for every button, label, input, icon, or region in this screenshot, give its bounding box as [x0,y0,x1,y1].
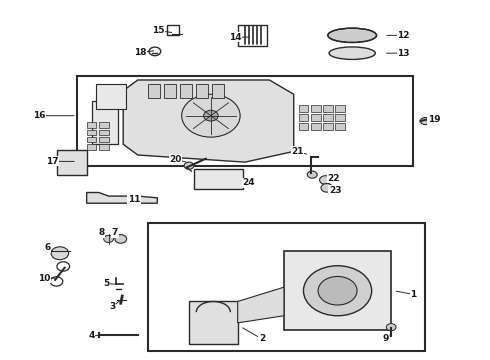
Bar [164,84,176,98]
Bar [99,122,109,128]
Bar [77,76,413,166]
Text: 19: 19 [428,116,441,125]
Polygon shape [238,287,284,323]
Bar [99,144,109,150]
Bar [323,105,333,112]
Ellipse shape [329,47,375,59]
Bar [87,144,97,150]
Circle shape [184,162,194,169]
Bar [238,24,267,46]
Bar [189,301,238,344]
Text: 5: 5 [103,279,109,288]
Text: 16: 16 [33,111,46,120]
Bar [335,105,345,112]
Circle shape [203,111,218,121]
Bar [311,123,320,130]
Text: 23: 23 [329,185,342,194]
Text: 7: 7 [112,228,118,237]
Text: 21: 21 [292,147,304,156]
Bar [99,137,109,143]
Bar [92,102,118,144]
Text: 6: 6 [45,243,51,252]
Text: 18: 18 [134,48,147,57]
Bar [298,105,308,112]
Bar [284,251,391,330]
Bar [87,122,97,128]
Circle shape [319,176,331,184]
Text: 10: 10 [38,274,50,283]
Text: 4: 4 [88,331,95,340]
Circle shape [182,94,240,137]
Text: 22: 22 [327,174,340,183]
Ellipse shape [328,28,376,42]
Circle shape [321,184,333,192]
Circle shape [303,266,372,316]
Bar [167,24,179,35]
Bar [57,150,87,175]
Bar [97,84,125,109]
Bar [323,123,333,130]
Text: 14: 14 [229,33,242,42]
Text: 8: 8 [98,228,104,237]
Polygon shape [123,80,294,162]
Circle shape [307,171,317,178]
Text: 12: 12 [397,31,410,40]
Bar [323,114,333,121]
Bar [311,105,320,112]
Text: 1: 1 [410,290,416,299]
Circle shape [51,247,69,260]
Bar [180,84,192,98]
Bar [311,114,320,121]
Bar [335,123,345,130]
Bar [147,223,425,351]
Text: 13: 13 [397,49,410,58]
Bar [87,137,97,143]
Circle shape [318,276,357,305]
Bar [147,84,160,98]
Text: 15: 15 [152,26,165,35]
Circle shape [115,235,126,243]
Text: 2: 2 [259,334,265,343]
Bar [335,114,345,121]
Text: 3: 3 [109,302,116,311]
Text: 24: 24 [243,178,255,187]
Bar [298,123,308,130]
Text: 20: 20 [170,155,182,164]
Circle shape [420,117,430,125]
Text: 11: 11 [128,195,140,204]
Polygon shape [87,193,157,203]
Bar [196,84,208,98]
Bar [87,130,97,135]
Text: 17: 17 [46,157,59,166]
Circle shape [104,235,114,243]
Bar [212,84,224,98]
Bar [194,169,243,189]
Circle shape [386,324,396,331]
Bar [298,114,308,121]
Bar [99,130,109,135]
Text: 9: 9 [382,334,389,343]
